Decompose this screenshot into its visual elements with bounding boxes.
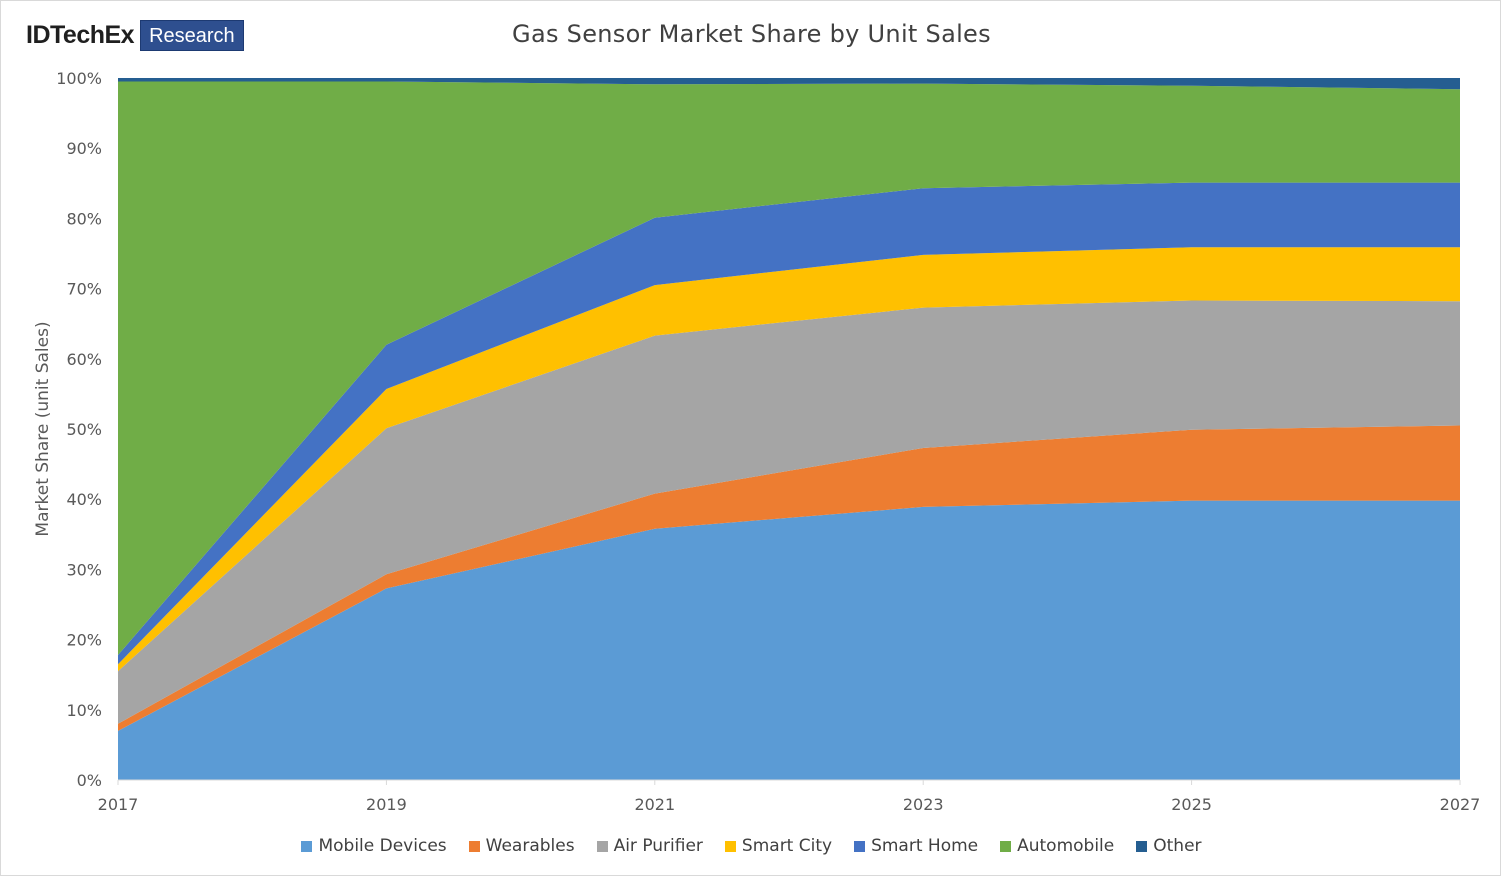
legend-swatch	[468, 840, 480, 852]
legend-label: Smart Home	[871, 836, 979, 856]
legend-label: Air Purifier	[613, 836, 703, 856]
y-tick-label: 80%	[66, 209, 102, 228]
x-tick-label: 2017	[98, 795, 139, 814]
legend-swatch	[1000, 840, 1012, 852]
x-tick-label: 2025	[1171, 795, 1212, 814]
legend-item: Air Purifier	[596, 836, 703, 856]
y-tick-label: 70%	[66, 280, 102, 299]
y-tick-label: 60%	[66, 350, 102, 369]
legend-swatch	[1136, 840, 1148, 852]
legend-label: Mobile Devices	[318, 836, 447, 856]
logo-tag: Research	[140, 20, 244, 51]
legend-label: Automobile	[1017, 836, 1115, 856]
x-tick-label: 2027	[1440, 795, 1481, 814]
area-other	[118, 78, 1460, 90]
legend-item: Smart City	[724, 836, 833, 856]
legend-label: Wearables	[485, 836, 575, 856]
x-tick-label: 2019	[366, 795, 407, 814]
legend-swatch	[301, 840, 313, 852]
legend-item: Smart Home	[854, 836, 978, 856]
y-tick-label: 0%	[77, 771, 102, 790]
idtechex-logo: IDTechEx Research	[26, 20, 244, 51]
area-smart-home	[118, 182, 1460, 665]
y-tick-label: 90%	[66, 139, 102, 158]
legend-item: Other	[1136, 836, 1202, 856]
area-mobile-devices	[118, 500, 1460, 780]
legend-swatch	[854, 840, 866, 852]
legend-item: Mobile Devices	[301, 836, 447, 856]
legend-swatch	[724, 840, 736, 852]
area-air-purifier	[118, 300, 1460, 724]
x-tick-label: 2023	[903, 795, 944, 814]
y-tick-label: 50%	[66, 420, 102, 439]
chart-title: Gas Sensor Market Share by Unit Sales	[512, 20, 991, 48]
chart-legend: Mobile Devices Wearables Air Purifier Smart…	[0, 836, 1503, 856]
legend-label: Other	[1153, 836, 1202, 856]
area-smart-city	[118, 247, 1460, 672]
x-tick-label: 2021	[634, 795, 675, 814]
area-automobile	[118, 81, 1460, 655]
logo-brand: IDTechEx	[26, 21, 135, 49]
y-tick-label: 20%	[66, 631, 102, 650]
y-tick-label: 100%	[56, 69, 102, 88]
y-tick-label: 40%	[66, 490, 102, 509]
legend-item: Wearables	[468, 836, 575, 856]
legend-swatch	[596, 840, 608, 852]
legend-item: Automobile	[1000, 836, 1114, 856]
y-tick-label: 10%	[66, 701, 102, 720]
y-axis-title: Market Share (unit Sales)	[33, 321, 53, 536]
y-tick-label: 30%	[66, 560, 102, 579]
legend-label: Smart City	[741, 836, 833, 856]
area-wearables	[118, 425, 1460, 731]
